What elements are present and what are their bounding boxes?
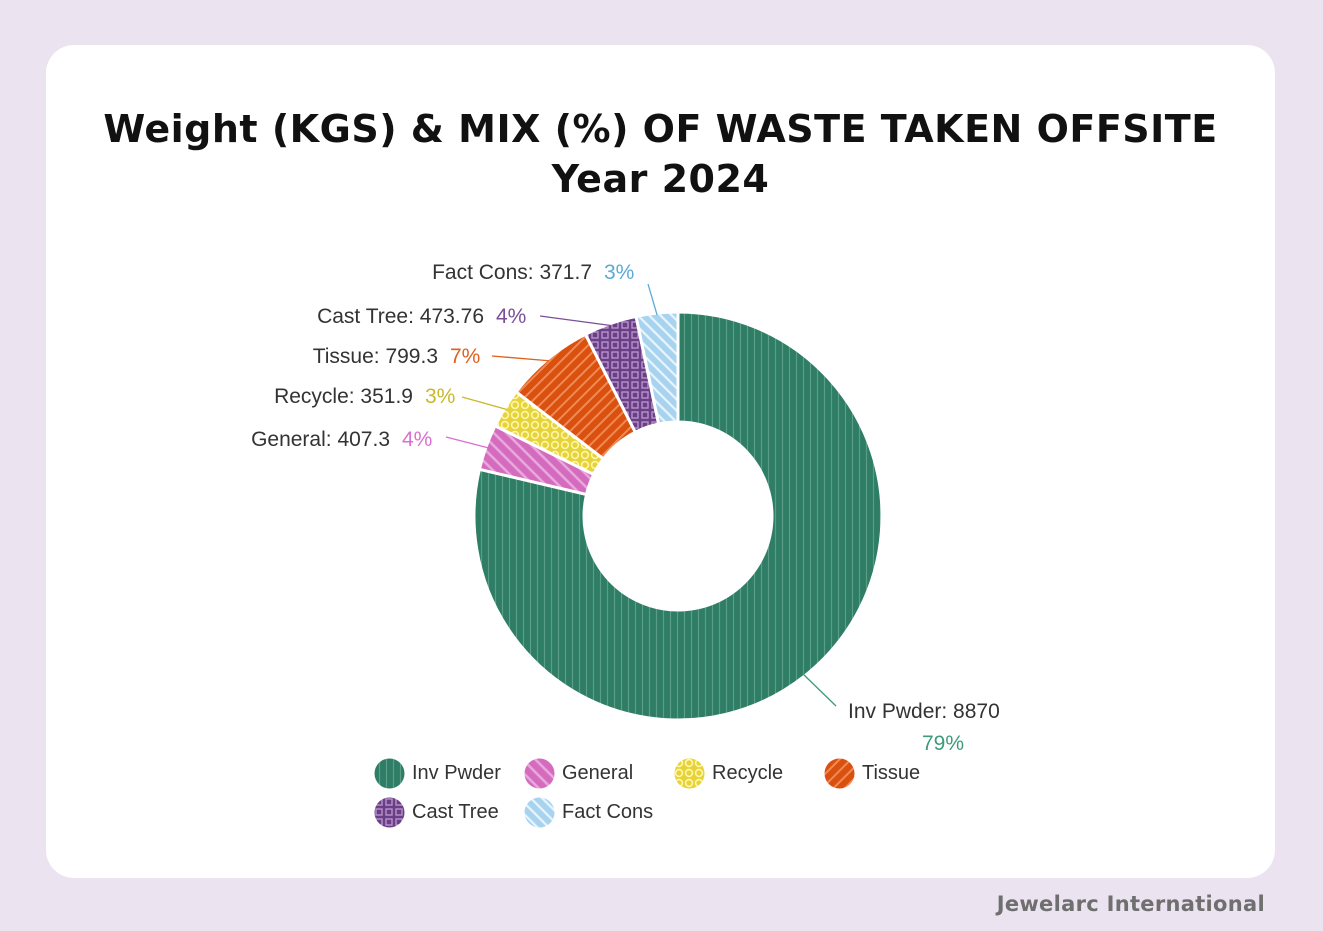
data-label-general: General: 407.3: [251, 428, 390, 451]
legend-swatch-inv-pwder: [374, 758, 405, 789]
percent-label-tissue: 7%: [450, 345, 480, 368]
legend-label-fact-cons: Fact Cons: [562, 801, 654, 823]
legend-item-tissue: Tissue: [824, 758, 974, 789]
legend-swatch-cast-tree: [374, 797, 405, 828]
legend-swatch-general: [524, 758, 555, 789]
legend-swatch-recycle: [674, 758, 705, 789]
percent-label-cast-tree: 4%: [496, 305, 526, 328]
data-label-inv-pwder: Inv Pwder: 8870: [848, 700, 1000, 723]
percent-label-general: 4%: [402, 428, 432, 451]
data-label-tissue: Tissue: 799.3: [313, 345, 438, 368]
legend-label-tissue: Tissue: [862, 762, 921, 784]
legend-label-recycle: Recycle: [712, 762, 784, 784]
chart-title: Weight (KGS) & MIX (%) OF WASTE TAKEN OF…: [103, 107, 1218, 151]
chart-title-block: Weight (KGS) & MIX (%) OF WASTE TAKEN OF…: [46, 104, 1275, 204]
data-label-recycle: Recycle: 351.9: [274, 385, 413, 408]
slice-inv-pwder: [472, 310, 884, 722]
leader-line-fact-cons: [647, 283, 658, 316]
leader-line-inv-pwder: [802, 673, 837, 707]
percent-label-fact-cons: 3%: [604, 261, 634, 284]
legend-item-cast-tree: Cast Tree: [374, 797, 524, 828]
percent-label-inv-pwder: 79%: [922, 732, 964, 755]
data-label-fact-cons: Fact Cons: 371.7: [432, 261, 592, 284]
legend-item-inv-pwder: Inv Pwder: [374, 758, 524, 789]
percent-label-recycle: 3%: [425, 385, 455, 408]
chart-card: [46, 45, 1275, 878]
leader-line-cast-tree: [539, 315, 611, 327]
chart-subtitle: Year 2024: [551, 157, 770, 201]
leader-line-general: [445, 436, 489, 449]
legend-label-cast-tree: Cast Tree: [412, 801, 499, 823]
brand-footer: Jewelarc International: [996, 892, 1265, 916]
legend-swatch-fact-cons: [524, 797, 555, 828]
slice-fact-cons: [634, 310, 680, 426]
legend-item-recycle: Recycle: [674, 758, 824, 789]
legend-label-general: General: [562, 762, 634, 784]
legend-label-inv-pwder: Inv Pwder: [412, 762, 501, 784]
legend-item-general: General: [524, 758, 674, 789]
chart-legend: Inv Pwder General Recycle Tissue Cast Tree Fa…: [374, 758, 974, 828]
legend-item-fact-cons: Fact Cons: [524, 797, 674, 828]
data-label-cast-tree: Cast Tree: 473.76: [317, 305, 484, 328]
leader-line-recycle: [461, 396, 507, 410]
leader-line-tissue: [491, 355, 549, 362]
legend-swatch-tissue: [824, 758, 855, 789]
